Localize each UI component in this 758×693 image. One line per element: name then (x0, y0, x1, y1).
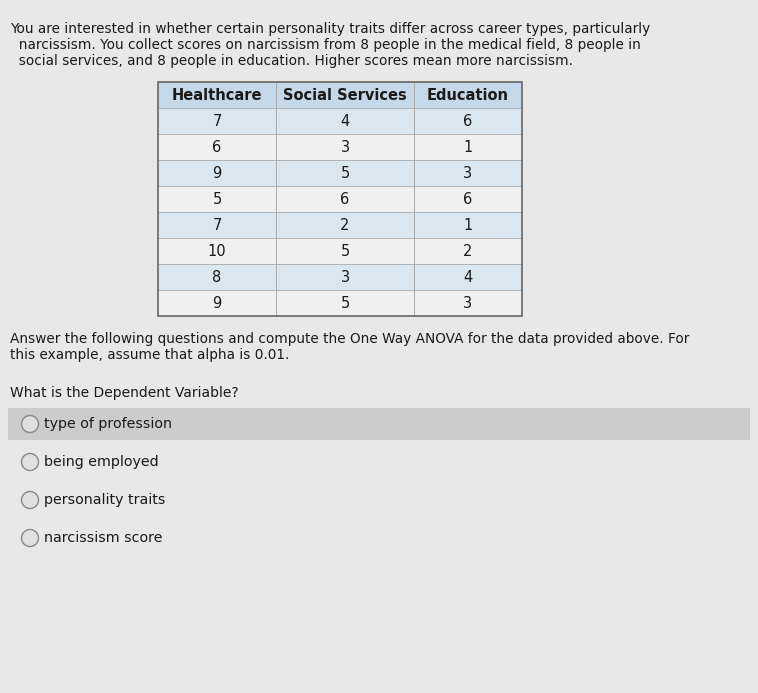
Text: 4: 4 (463, 270, 473, 285)
Text: 1: 1 (463, 218, 473, 232)
Text: narcissism. You collect scores on narcissism from 8 people in the medical field,: narcissism. You collect scores on narcis… (10, 38, 641, 52)
Text: 4: 4 (340, 114, 349, 128)
Text: personality traits: personality traits (44, 493, 165, 507)
Bar (158, 82, 522, 316)
Text: this example, assume that alpha is 0.01.: this example, assume that alpha is 0.01. (10, 348, 290, 362)
Text: 3: 3 (463, 295, 472, 310)
Circle shape (21, 453, 39, 471)
Circle shape (21, 491, 39, 509)
Bar (158, 134, 522, 160)
Text: 5: 5 (340, 166, 349, 180)
Text: narcissism score: narcissism score (44, 531, 162, 545)
Bar (158, 290, 522, 316)
Text: 5: 5 (340, 295, 349, 310)
Text: Education: Education (427, 87, 509, 103)
Text: Social Services: Social Services (283, 87, 407, 103)
Text: social services, and 8 people in education. Higher scores mean more narcissism.: social services, and 8 people in educati… (10, 54, 573, 68)
Text: What is the Dependent Variable?: What is the Dependent Variable? (10, 386, 239, 400)
Text: 6: 6 (212, 139, 221, 155)
Text: 2: 2 (463, 243, 473, 258)
Text: 2: 2 (340, 218, 349, 232)
Circle shape (21, 416, 39, 432)
Circle shape (21, 529, 39, 547)
Text: 3: 3 (463, 166, 472, 180)
Text: 7: 7 (212, 218, 221, 232)
Text: Answer the following questions and compute the One Way ANOVA for the data provid: Answer the following questions and compu… (10, 332, 689, 346)
Text: 5: 5 (212, 191, 221, 207)
Bar (8, 522, 750, 554)
Text: You are interested in whether certain personality traits differ across career ty: You are interested in whether certain pe… (10, 22, 650, 36)
Text: 5: 5 (340, 243, 349, 258)
Bar (8, 408, 750, 440)
Text: 6: 6 (340, 191, 349, 207)
Text: 3: 3 (340, 139, 349, 155)
Text: 9: 9 (212, 166, 221, 180)
Bar (158, 264, 522, 290)
Text: Healthcare: Healthcare (172, 87, 262, 103)
Text: 6: 6 (463, 191, 473, 207)
Bar (8, 446, 750, 478)
Text: 3: 3 (340, 270, 349, 285)
Bar (158, 186, 522, 212)
Bar (158, 160, 522, 186)
Text: 10: 10 (208, 243, 227, 258)
Text: 9: 9 (212, 295, 221, 310)
Bar (158, 238, 522, 264)
Text: being employed: being employed (44, 455, 158, 469)
Text: 8: 8 (212, 270, 221, 285)
Text: 6: 6 (463, 114, 473, 128)
Text: type of profession: type of profession (44, 417, 172, 431)
Bar (8, 484, 750, 516)
Bar (158, 82, 522, 108)
Bar (158, 108, 522, 134)
Text: 7: 7 (212, 114, 221, 128)
Bar (158, 212, 522, 238)
Text: 1: 1 (463, 139, 473, 155)
